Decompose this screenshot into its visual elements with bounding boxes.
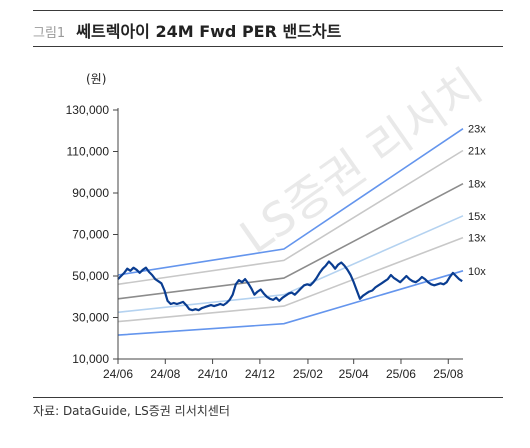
band-label-18x: 18x bbox=[468, 179, 486, 191]
footer-rule bbox=[33, 397, 503, 398]
header-top-rule bbox=[33, 10, 503, 11]
y-tick-label: 30,000 bbox=[72, 311, 109, 325]
axes: 10,000 30,000 50,000 70,000 90,000 110,000 130… bbox=[66, 103, 464, 381]
band-label-15x: 15x bbox=[468, 211, 486, 223]
header-bottom-rule bbox=[33, 46, 503, 47]
band-label-23x: 23x bbox=[468, 124, 486, 136]
figure-label: 그림1 bbox=[33, 26, 66, 41]
y-tick-label: 70,000 bbox=[72, 228, 109, 242]
x-tick-label: 24/10 bbox=[198, 367, 228, 381]
y-tick-label: 10,000 bbox=[72, 352, 109, 366]
y-tick-label: 110,000 bbox=[67, 145, 110, 159]
x-tick-label: 25/08 bbox=[433, 367, 463, 381]
x-tick-label: 24/08 bbox=[150, 367, 180, 381]
price-line-layer bbox=[117, 260, 463, 312]
source-note: 자료: DataGuide, LS증권 리서치센터 bbox=[33, 404, 230, 418]
x-tick-label: 25/02 bbox=[293, 367, 323, 381]
band-line-21x bbox=[117, 149, 464, 286]
x-tick-label: 24/12 bbox=[245, 367, 275, 381]
x-tick-label: 25/04 bbox=[339, 367, 369, 381]
band-lines bbox=[117, 128, 464, 336]
y-unit-label: (원) bbox=[86, 72, 106, 86]
band-label-10x: 10x bbox=[468, 266, 486, 278]
y-tick-label: 50,000 bbox=[72, 269, 109, 283]
watermark: LS증권 리서치 bbox=[230, 59, 491, 264]
band-line-13x bbox=[117, 236, 464, 323]
band-line-18x bbox=[117, 182, 464, 300]
band-line-10x bbox=[117, 270, 464, 336]
x-tick-label: 24/06 bbox=[103, 367, 133, 381]
band-label-21x: 21x bbox=[468, 146, 486, 158]
figure-header: 그림1 쎄트렉아이 24M Fwd PER 밴드차트 bbox=[33, 18, 341, 42]
band-line-15x bbox=[117, 215, 464, 314]
band-labels: 23x 21x 18x 15x 13x 10x bbox=[468, 124, 486, 278]
figure-title: 쎄트렉아이 24M Fwd PER 밴드차트 bbox=[76, 22, 342, 41]
y-tick-label: 90,000 bbox=[72, 186, 109, 200]
band-line-23x bbox=[117, 128, 464, 276]
band-label-13x: 13x bbox=[468, 233, 486, 245]
price-line-0 bbox=[117, 260, 463, 312]
x-tick-label: 25/06 bbox=[386, 367, 416, 381]
y-tick-label: 130,000 bbox=[66, 103, 110, 117]
